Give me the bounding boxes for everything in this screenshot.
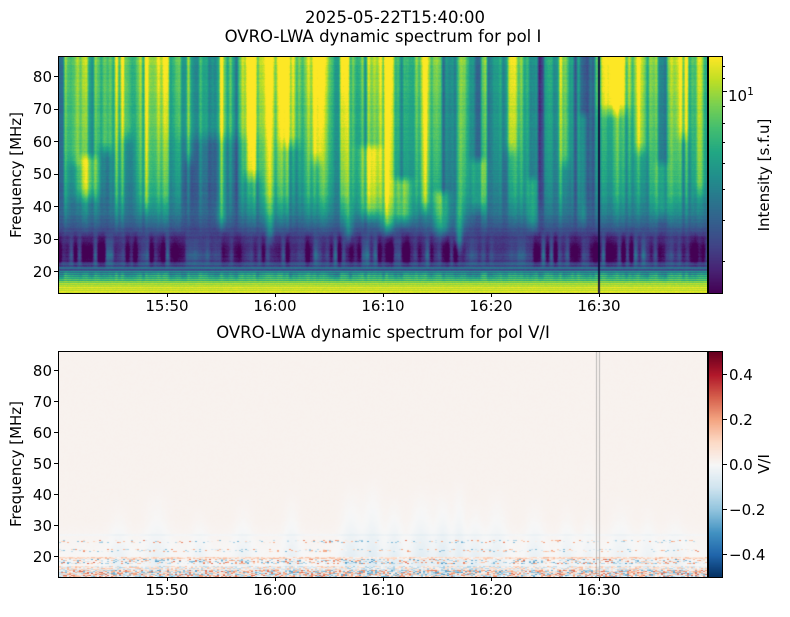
y-tick-mark <box>54 271 58 273</box>
colorbar-tick-mark <box>723 419 727 420</box>
y-tick-mark <box>54 556 58 558</box>
y-tick-label: 20 <box>32 547 52 566</box>
pol-i-colorbar <box>708 56 723 294</box>
pol-vi-spectrogram-panel <box>58 351 708 578</box>
x-tick-mark <box>274 293 276 297</box>
x-tick-label: 15:50 <box>145 581 189 599</box>
x-tick-label: 16:20 <box>469 297 513 315</box>
y-tick-mark <box>54 76 58 78</box>
y-tick-label: 80 <box>32 67 52 86</box>
figure-suptitle: 2025-05-22T15:40:00 <box>304 8 486 27</box>
y-tick-mark <box>54 108 58 110</box>
colorbar-minor-tick-mark <box>723 261 725 263</box>
y-tick-label: 70 <box>32 392 52 411</box>
pol-i-title: OVRO-LWA dynamic spectrum for pol I <box>224 27 542 46</box>
x-tick-mark <box>274 577 276 581</box>
x-tick-mark <box>382 577 384 581</box>
colorbar-minor-tick-mark <box>723 77 725 79</box>
colorbar-minor-tick-mark <box>723 65 725 67</box>
y-tick-label: 70 <box>32 100 52 119</box>
pol-i-colorbar-tick-exponent: 1 <box>747 86 754 98</box>
x-tick-label: 16:20 <box>469 581 513 599</box>
y-tick-mark <box>54 141 58 143</box>
colorbar-tick-mark <box>723 509 727 510</box>
x-tick-mark <box>598 577 600 581</box>
y-tick-mark <box>54 370 58 372</box>
pol-i-colorbar-canvas <box>709 57 722 293</box>
colorbar-tick-mark <box>723 374 727 375</box>
colorbar-minor-tick-mark <box>723 122 725 124</box>
colorbar-tick-label: −0.2 <box>729 500 766 519</box>
y-tick-label: 30 <box>32 516 52 535</box>
x-tick-mark <box>166 293 168 297</box>
y-tick-mark <box>54 463 58 465</box>
x-tick-mark <box>166 577 168 581</box>
x-tick-mark <box>490 293 492 297</box>
colorbar-minor-tick-mark <box>723 141 725 143</box>
y-tick-label: 40 <box>32 197 52 216</box>
x-tick-label: 16:10 <box>361 581 405 599</box>
y-tick-label: 20 <box>32 262 52 281</box>
y-tick-label: 60 <box>32 132 52 151</box>
colorbar-tick-label: 0.0 <box>729 455 753 474</box>
y-tick-mark <box>54 206 58 208</box>
pol-vi-colorbar <box>708 351 723 578</box>
y-tick-label: 60 <box>32 423 52 442</box>
y-tick-mark <box>54 494 58 496</box>
pol-vi-spectrogram-canvas <box>59 352 707 577</box>
x-tick-mark <box>598 293 600 297</box>
x-tick-label: 16:00 <box>253 297 297 315</box>
colorbar-tick-mark <box>723 464 727 465</box>
x-tick-label: 16:30 <box>577 297 621 315</box>
x-tick-label: 16:00 <box>253 581 297 599</box>
pol-i-colorbar-tick-base: 10 <box>728 87 748 105</box>
colorbar-tick-mark <box>723 554 727 555</box>
x-tick-mark <box>490 577 492 581</box>
colorbar-tick-label: 0.4 <box>729 365 753 384</box>
colorbar-tick-label: −0.4 <box>729 545 766 564</box>
y-tick-mark <box>54 401 58 403</box>
colorbar-minor-tick-mark <box>723 163 725 165</box>
colorbar-tick-label: 0.2 <box>729 410 753 429</box>
x-tick-mark <box>382 293 384 297</box>
pol-i-spectrogram-canvas <box>59 57 707 293</box>
pol-vi-colorbar-label: V/I <box>755 454 773 474</box>
y-tick-label: 50 <box>32 454 52 473</box>
pol-i-spectrogram-panel <box>58 56 708 294</box>
pol-i-colorbar-label: Intensity [s.f.u] <box>755 118 773 232</box>
x-tick-label: 15:50 <box>145 297 189 315</box>
x-tick-label: 16:30 <box>577 581 621 599</box>
y-tick-label: 40 <box>32 485 52 504</box>
colorbar-minor-tick-mark <box>723 106 725 108</box>
y-tick-mark <box>54 525 58 527</box>
colorbar-major-tick-mark <box>723 91 727 93</box>
pol-i-colorbar-tick-label: 101 <box>728 83 754 105</box>
y-tick-mark <box>54 173 58 175</box>
colorbar-minor-tick-mark <box>723 189 725 191</box>
y-tick-mark <box>54 432 58 434</box>
y-tick-label: 30 <box>32 230 52 249</box>
y-tick-label: 80 <box>32 361 52 380</box>
pol-vi-colorbar-canvas <box>709 352 722 577</box>
x-tick-label: 16:10 <box>361 297 405 315</box>
colorbar-minor-tick-mark <box>723 220 725 222</box>
y-tick-mark <box>54 238 58 240</box>
y-tick-label: 50 <box>32 165 52 184</box>
pol-vi-title: OVRO-LWA dynamic spectrum for pol V/I <box>216 323 550 342</box>
